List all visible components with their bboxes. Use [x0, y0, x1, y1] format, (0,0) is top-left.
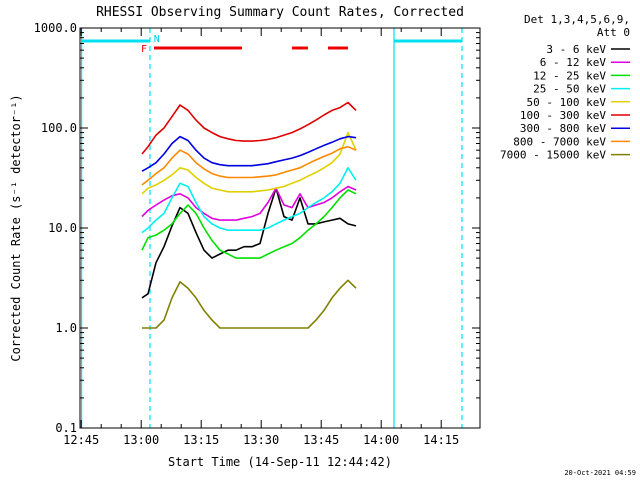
- series-line: [141, 185, 357, 221]
- y-tick-label: 1000.0: [34, 21, 77, 35]
- y-tick-label: 10.0: [48, 221, 77, 235]
- x-tick-label: 13:00: [123, 433, 159, 447]
- legend-label: 3 - 6 keV: [546, 43, 606, 56]
- y-axis-label: Corrected Count Rate (s⁻¹ detector⁻¹): [9, 94, 23, 361]
- series-lines: [141, 101, 357, 329]
- x-axis-label: Start Time (14-Sep-11 12:44:42): [168, 455, 392, 469]
- legend-label: 800 - 7000 keV: [513, 135, 606, 148]
- axes: 12:45 13:00 13:15 13:30 13:45 14:00 14:15 0.1 1.…: [34, 21, 481, 447]
- series-line: [141, 145, 357, 186]
- legend-label: 100 - 300 keV: [520, 109, 606, 122]
- date-stamp: 20-Oct-2021 04:59: [564, 469, 636, 477]
- time-markers: FN: [80, 28, 463, 428]
- y-tick-label: 0.1: [55, 421, 77, 435]
- legend-label: 12 - 25 keV: [533, 69, 606, 82]
- series-line: [141, 187, 357, 299]
- series-line: [141, 189, 357, 259]
- y-tick-label: 1.0: [55, 321, 77, 335]
- legend-label: 7000 - 15000 keV: [500, 149, 606, 162]
- series-line: [141, 167, 357, 234]
- series-line: [141, 135, 357, 172]
- legend-label: 6 - 12 keV: [540, 56, 607, 69]
- legend-label: 50 - 100 keV: [527, 96, 607, 109]
- flag-label-n: N: [154, 34, 160, 45]
- series-line: [141, 101, 357, 155]
- legend-label: 25 - 50 keV: [533, 83, 606, 96]
- x-tick-label: 14:15: [423, 433, 459, 447]
- series-line: [142, 279, 357, 329]
- series-line: [141, 131, 357, 195]
- x-tick-label: 12:45: [63, 433, 99, 447]
- y-tick-label: 100.0: [41, 121, 77, 135]
- flag-label-f: F: [141, 44, 147, 55]
- x-tick-label: 13:15: [183, 433, 219, 447]
- legend-header-line2: Att 0: [597, 26, 630, 39]
- x-tick-label: 13:30: [243, 433, 279, 447]
- x-tick-label: 14:00: [363, 433, 399, 447]
- chart-title: RHESSI Observing Summary Count Rates, Co…: [96, 5, 464, 20]
- legend-label: 300 - 800 keV: [520, 122, 606, 135]
- legend-header-line1: Det 1,3,4,5,6,9,: [524, 13, 630, 26]
- x-tick-label: 13:45: [303, 433, 339, 447]
